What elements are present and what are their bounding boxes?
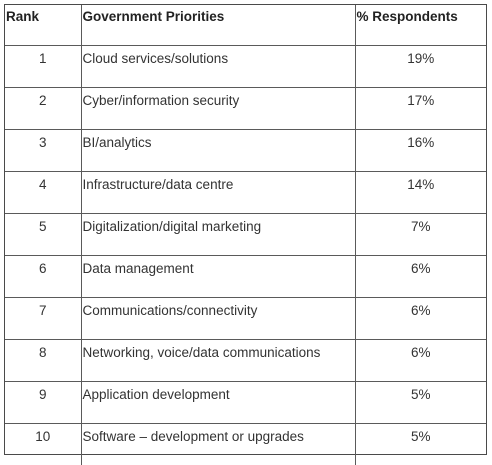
percent-cell: 16%: [355, 130, 486, 172]
rank-cell: 6: [5, 256, 81, 298]
priority-cell: Infrastructure/data centre: [81, 172, 355, 214]
priority-cell: BI/analytics: [81, 130, 355, 172]
rank-column-header: Rank: [5, 5, 81, 46]
priority-cell: Application development: [81, 382, 355, 424]
table-row: 2 Cyber/information security 17%: [5, 88, 486, 130]
priority-cell: Communications/connectivity: [81, 298, 355, 340]
table-row: 3 BI/analytics 16%: [5, 130, 486, 172]
percent-column-header: % Respondents: [355, 5, 486, 46]
rank-cell: 7: [5, 298, 81, 340]
table-row: 4 Infrastructure/data centre 14%: [5, 172, 486, 214]
priority-cell: Digitalization/digital marketing: [81, 214, 355, 256]
rank-cell: 1: [5, 46, 81, 88]
percent-cell: 14%: [355, 172, 486, 214]
priority-cell: Cloud services/solutions: [81, 46, 355, 88]
percent-cell: 6%: [355, 256, 486, 298]
priorities-table-container: Rank Government Priorities % Respondents…: [4, 4, 487, 455]
rank-cell: 5: [5, 214, 81, 256]
table-row: 1 Cloud services/solutions 19%: [5, 46, 486, 88]
priority-cell: Data management: [81, 256, 355, 298]
percent-cell: 6%: [355, 340, 486, 382]
table-header-row: Rank Government Priorities % Respondents: [5, 5, 486, 46]
percent-cell: 6%: [355, 298, 486, 340]
priority-column-header: Government Priorities: [81, 5, 355, 46]
percent-cell: 17%: [355, 88, 486, 130]
table-row: 9 Application development 5%: [5, 382, 486, 424]
table-row: 5 Digitalization/digital marketing 7%: [5, 214, 486, 256]
table-row: 6 Data management 6%: [5, 256, 486, 298]
table-row: 7 Communications/connectivity 6%: [5, 298, 486, 340]
percent-cell: 5%: [355, 382, 486, 424]
rank-cell: 2: [5, 88, 81, 130]
rank-cell: 3: [5, 130, 81, 172]
percent-cell: 7%: [355, 214, 486, 256]
rank-cell: 9: [5, 382, 81, 424]
rank-cell: 8: [5, 340, 81, 382]
rank-cell: 4: [5, 172, 81, 214]
table-row: 8 Networking, voice/data communications …: [5, 340, 486, 382]
priority-cell: Networking, voice/data communications: [81, 340, 355, 382]
percent-cell: 19%: [355, 46, 486, 88]
priorities-table: Rank Government Priorities % Respondents…: [5, 5, 486, 465]
priority-cell: Cyber/information security: [81, 88, 355, 130]
